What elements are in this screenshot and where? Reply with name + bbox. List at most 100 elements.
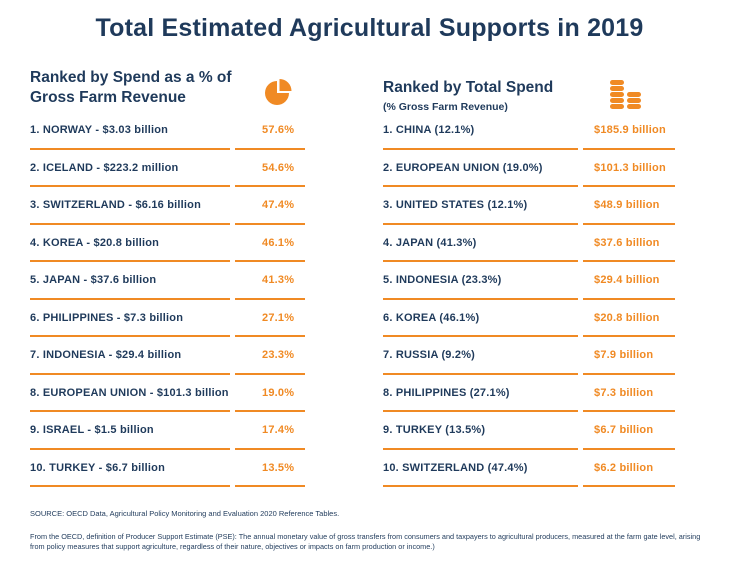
ranking-row: 5. INDONESIA (23.3%) $29.4 billion (383, 268, 675, 306)
ranking-row: 4. KOREA - $20.8 billion 46.1% (30, 231, 305, 269)
ranking-label: 5. INDONESIA (23.3%) (383, 274, 502, 286)
row-divider (30, 297, 230, 300)
row-divider (30, 335, 230, 337)
ranking-row: 6. PHILIPPINES - $7.3 billion 27.1% (30, 306, 305, 344)
row-divider (583, 185, 675, 187)
row-divider (383, 260, 578, 262)
row-divider (383, 185, 578, 187)
ranking-label: 1. NORWAY - $3.03 billion (30, 124, 169, 136)
ranking-label: 4. JAPAN (41.3%) (383, 236, 477, 249)
ranking-row: 10. SWITZERLAND (47.4%) $6.2 billion (383, 456, 675, 494)
ranking-value: 47.4% (262, 199, 295, 211)
ranking-label: 2. EUROPEAN UNION (19.0%) (383, 161, 543, 174)
row-divider (583, 222, 675, 225)
right-ranking-list: 1. CHINA (12.1%) $185.9 billion 2. EUROPEA… (383, 118, 675, 493)
row-divider (30, 485, 230, 487)
row-divider (235, 485, 305, 487)
ranking-value: 17.4% (262, 424, 295, 436)
row-divider (383, 222, 578, 225)
ranking-label: 8. PHILIPPINES (27.1%) (383, 386, 510, 399)
row-divider (383, 147, 578, 150)
row-divider (583, 147, 675, 150)
ranking-label: 6. KOREA (46.1%) (383, 311, 480, 324)
ranking-row: 7. RUSSIA (9.2%) $7.9 billion (383, 343, 675, 381)
ranking-label: 7. RUSSIA (9.2%) (383, 349, 476, 361)
ranking-value: 54.6% (262, 161, 295, 174)
ranking-row: 9. TURKEY (13.5%) $6.7 billion (383, 418, 675, 456)
row-divider (583, 410, 675, 412)
ranking-label: 3. SWITZERLAND - $6.16 billion (30, 199, 202, 211)
row-divider (383, 447, 578, 450)
ranking-value: $48.9 billion (594, 199, 660, 211)
ranking-row: 8. EUROPEAN UNION - $101.3 billion 19.0% (30, 381, 305, 419)
ranking-row: 4. JAPAN (41.3%) $37.6 billion (383, 231, 675, 269)
ranking-value: $20.8 billion (594, 311, 660, 324)
ranking-label: 10. TURKEY - $6.7 billion (30, 461, 165, 474)
ranking-label: 2. ICELAND - $223.2 million (30, 161, 179, 174)
ranking-value: 27.1% (262, 311, 295, 324)
row-divider (235, 147, 305, 150)
definition-note: From the OECD, definition of Producer Su… (30, 532, 701, 551)
row-divider (235, 447, 305, 450)
ranking-value: 46.1% (262, 236, 295, 249)
ranking-label: 9. ISRAEL - $1.5 billion (30, 424, 154, 436)
ranking-value: 13.5% (262, 461, 295, 474)
ranking-value: $6.7 billion (594, 424, 654, 436)
row-divider (583, 447, 675, 450)
ranking-row: 3. UNITED STATES (12.1%) $48.9 billion (383, 193, 675, 231)
ranking-label: 4. KOREA - $20.8 billion (30, 236, 160, 249)
ranking-label: 10. SWITZERLAND (47.4%) (383, 461, 528, 474)
ranking-row: 1. CHINA (12.1%) $185.9 billion (383, 118, 675, 156)
ranking-label: 5. JAPAN - $37.6 billion (30, 274, 157, 286)
row-divider (30, 222, 230, 225)
right-panel-header: Ranked by Total Spend (% Gross Farm Reve… (383, 68, 675, 126)
row-divider (30, 260, 230, 262)
row-divider (383, 335, 578, 337)
row-divider (383, 297, 578, 300)
ranking-value: 57.6% (262, 124, 295, 136)
ranking-label: 7. INDONESIA - $29.4 billion (30, 349, 182, 361)
ranking-value: $37.6 billion (594, 236, 660, 249)
ranking-row: 2. EUROPEAN UNION (19.0%) $101.3 billion (383, 156, 675, 194)
row-divider (30, 372, 230, 375)
row-divider (383, 485, 578, 487)
ranking-row: 9. ISRAEL - $1.5 billion 17.4% (30, 418, 305, 456)
row-divider (383, 372, 578, 375)
row-divider (583, 297, 675, 300)
ranking-row: 3. SWITZERLAND - $6.16 billion 47.4% (30, 193, 305, 231)
row-divider (30, 447, 230, 450)
row-divider (583, 335, 675, 337)
row-divider (583, 260, 675, 262)
left-panel-heading: Ranked by Spend as a % of Gross Farm Rev… (30, 69, 232, 106)
ranking-value: $101.3 billion (594, 161, 666, 174)
row-divider (235, 297, 305, 300)
row-divider (235, 335, 305, 337)
ranking-row: 6. KOREA (46.1%) $20.8 billion (383, 306, 675, 344)
ranking-row: 8. PHILIPPINES (27.1%) $7.3 billion (383, 381, 675, 419)
row-divider (235, 222, 305, 225)
right-panel: Ranked by Total Spend (% Gross Farm Reve… (383, 68, 675, 487)
ranking-value: $29.4 billion (594, 274, 660, 286)
ranking-row: 10. TURKEY - $6.7 billion 13.5% (30, 456, 305, 494)
ranking-value: 41.3% (262, 274, 295, 286)
row-divider (235, 260, 305, 262)
ranking-label: 3. UNITED STATES (12.1%) (383, 199, 528, 211)
ranking-label: 8. EUROPEAN UNION - $101.3 billion (30, 386, 229, 399)
row-divider (235, 185, 305, 187)
ranking-value: 23.3% (262, 349, 295, 361)
ranking-value: $7.9 billion (594, 349, 654, 361)
right-panel-subheading: (% Gross Farm Revenue) (383, 101, 508, 113)
ranking-row: 2. ICELAND - $223.2 million 54.6% (30, 156, 305, 194)
ranking-value: $6.2 billion (594, 461, 654, 474)
row-divider (383, 410, 578, 412)
row-divider (235, 410, 305, 412)
row-divider (235, 372, 305, 375)
row-divider (30, 147, 230, 150)
ranking-value: 19.0% (262, 386, 295, 399)
coin-stack-icon (609, 78, 645, 117)
ranking-value: $7.3 billion (594, 386, 654, 399)
left-panel: Ranked by Spend as a % of Gross Farm Rev… (30, 68, 305, 487)
page-title: Total Estimated Agricultural Supports in… (95, 14, 644, 42)
ranking-value: $185.9 billion (594, 124, 666, 136)
row-divider (30, 185, 230, 187)
